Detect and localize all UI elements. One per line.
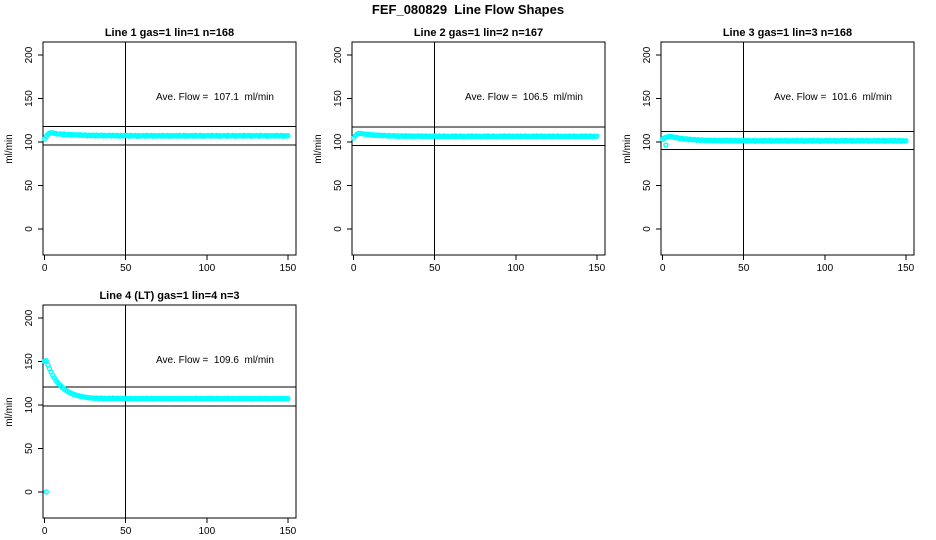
y-axis-label: ml/min <box>4 134 15 163</box>
plot-box <box>351 41 606 256</box>
y-tick-label: 100 <box>24 396 35 413</box>
ave-flow-annotation: Ave. Flow = 106.5 ml/min <box>465 92 583 103</box>
x-tick-label: 50 <box>738 263 750 274</box>
x-tick-label: 100 <box>198 526 215 537</box>
x-tick-label: 0 <box>660 263 666 274</box>
x-tick-label: 150 <box>280 263 297 274</box>
ave-flow-annotation: Ave. Flow = 109.6 ml/min <box>156 355 274 366</box>
x-tick-label: 0 <box>42 526 48 537</box>
y-tick-label: 150 <box>24 90 35 107</box>
y-tick-label: 100 <box>642 133 653 150</box>
y-tick-label: 0 <box>333 226 344 232</box>
y-tick-label: 50 <box>24 442 35 454</box>
plot-line-3: ml/min 0 50 100 150 200 0 50 100 150 <box>622 41 915 274</box>
x-tick-label: 100 <box>198 263 215 274</box>
ave-flow-annotation: Ave. Flow = 101.6 ml/min <box>774 92 892 103</box>
data-series <box>659 133 909 148</box>
panel-line-3: ml/min 0 50 100 150 200 0 50 100 150 Line 3 gas=… <box>618 22 930 280</box>
tick-labels: 0 50 100 150 200 0 50 100 150 <box>333 46 606 274</box>
x-tick-label: 0 <box>351 263 357 274</box>
x-tick-label: 50 <box>429 263 441 274</box>
panel-line-1: ml/min 0 50 100 150 200 0 50 100 150 Line 1 gas=… <box>0 22 312 280</box>
panel-title: Line 1 gas=1 lin=1 n=168 <box>104 27 235 39</box>
axes <box>38 304 297 523</box>
y-tick-label: 0 <box>24 489 35 495</box>
x-tick-label: 50 <box>120 526 132 537</box>
data-series <box>350 130 600 141</box>
x-tick-label: 100 <box>507 263 524 274</box>
x-tick-label: 150 <box>898 263 915 274</box>
y-axis-label: ml/min <box>622 134 633 163</box>
y-axis-label: ml/min <box>313 134 324 163</box>
ave-flow-annotation: Ave. Flow = 107.1 ml/min <box>156 92 274 103</box>
panel-title: Line 3 gas=1 lin=3 n=168 <box>722 27 853 39</box>
data-point <box>285 395 291 402</box>
y-tick-label: 50 <box>24 179 35 191</box>
plot-line-2: ml/min 0 50 100 150 200 0 50 100 150 <box>313 41 606 274</box>
axes <box>656 41 915 260</box>
outlier-point <box>43 489 49 495</box>
y-tick-label: 50 <box>642 179 653 191</box>
x-tick-label: 150 <box>589 263 606 274</box>
plot-line-4: ml/min 0 50 100 150 200 0 50 100 150 <box>4 304 297 537</box>
y-tick-label: 200 <box>333 46 344 63</box>
y-tick-label: 200 <box>24 309 35 326</box>
plot-box <box>42 41 297 256</box>
plot-line-1: ml/min 0 50 100 150 200 0 50 100 150 <box>4 41 297 274</box>
panel-title: Line 2 gas=1 lin=2 n=167 <box>413 27 544 39</box>
y-tick-label: 200 <box>24 46 35 63</box>
y-tick-label: 50 <box>333 179 344 191</box>
y-tick-label: 150 <box>333 90 344 107</box>
data-point <box>903 138 909 144</box>
y-tick-label: 150 <box>642 90 653 107</box>
y-tick-label: 200 <box>642 46 653 63</box>
axes <box>347 41 606 260</box>
outlier-point <box>663 142 669 148</box>
x-tick-label: 100 <box>816 263 833 274</box>
y-tick-label: 150 <box>24 353 35 370</box>
data-series <box>41 130 291 142</box>
y-tick-label: 100 <box>333 133 344 150</box>
y-tick-label: 0 <box>642 226 653 232</box>
y-axis-label: ml/min <box>4 397 15 426</box>
data-point <box>594 133 600 139</box>
x-tick-label: 0 <box>42 263 48 274</box>
y-tick-label: 100 <box>24 133 35 150</box>
axes <box>38 41 297 260</box>
panel-title: Line 4 (LT) gas=1 lin=4 n=3 <box>99 290 240 302</box>
data-point <box>285 133 291 139</box>
figure-title: FEF_080829 Line Flow Shapes <box>371 2 565 17</box>
tick-labels: 0 50 100 150 200 0 50 100 150 <box>24 46 297 274</box>
x-tick-label: 150 <box>280 526 297 537</box>
panel-line-2: ml/min 0 50 100 150 200 0 50 100 150 Line 2 gas=… <box>309 22 621 280</box>
x-tick-label: 50 <box>120 263 132 274</box>
y-tick-label: 0 <box>24 226 35 232</box>
plot-box <box>660 41 915 256</box>
tick-labels: 0 50 100 150 200 0 50 100 150 <box>24 309 297 537</box>
panel-line-4: ml/min 0 50 100 150 200 0 50 100 150 Line 4 (LT)… <box>0 285 312 540</box>
data-series <box>41 357 291 495</box>
plot-box <box>42 304 297 519</box>
tick-labels: 0 50 100 150 200 0 50 100 150 <box>642 46 915 274</box>
